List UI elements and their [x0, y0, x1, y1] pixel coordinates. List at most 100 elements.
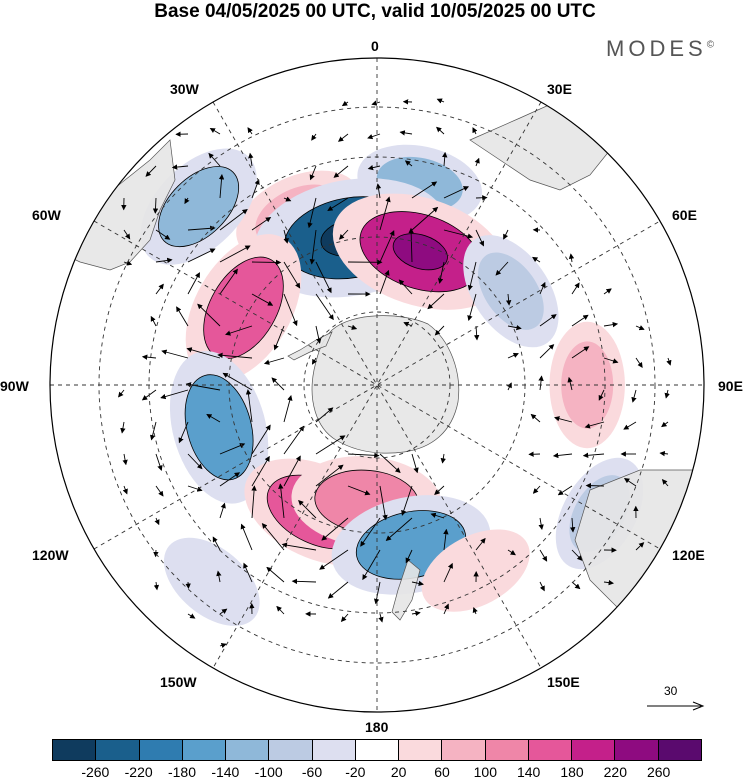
- wind-vector-150: [251, 455, 270, 487]
- lon-label-150e: 150E: [547, 674, 580, 690]
- colorbar-segment-2: [139, 740, 183, 760]
- wind-vector-155: [401, 485, 413, 516]
- wind-vector-147: [155, 485, 164, 497]
- lon-label-60w: 60W: [32, 207, 61, 223]
- colorbar-tick-labels: -260 -220 -180 -140 -100 -60 -20 20 60 100 140 180 2…: [0, 764, 750, 783]
- wind-vector-10: [399, 130, 413, 136]
- wind-vector-47: [503, 229, 509, 240]
- wind-vector-153: [347, 485, 371, 496]
- wind-vector-131: [155, 453, 163, 471]
- wind-vector-130: [122, 453, 128, 466]
- wind-vector-88: [473, 325, 480, 341]
- wind-vector-59: [437, 261, 445, 284]
- wind-vector-118: [120, 421, 126, 434]
- colorbar-tick: 260: [646, 764, 671, 780]
- wind-vector-20: [404, 160, 413, 167]
- colorbar-tick: 20: [390, 764, 407, 780]
- lon-label-90e: 90E: [718, 378, 743, 394]
- wind-vector-62: [532, 256, 541, 263]
- wind-vector-61: [495, 261, 509, 276]
- wind-vector-109: [185, 382, 221, 391]
- wind-vector-127: [584, 421, 605, 429]
- lon-label-90w: 90W: [0, 378, 29, 394]
- wind-vector-51: [187, 248, 216, 263]
- wind-vector-74: [467, 293, 477, 321]
- wind-vector-177: [261, 523, 285, 551]
- reference-vector-arrow: [647, 701, 705, 711]
- colorbar-tick: 180: [560, 764, 584, 780]
- wind-vector-146: [122, 485, 128, 495]
- wind-vector-85: [347, 324, 358, 330]
- lon-label-180: 180: [365, 719, 389, 735]
- wind-vector-72: [398, 279, 413, 295]
- wind-vector-211: [443, 603, 449, 615]
- wind-vector-11: [436, 126, 445, 135]
- wind-vector-42: [338, 229, 349, 240]
- wind-vector-7: [311, 133, 317, 141]
- colorbar-segment-14: [658, 740, 701, 760]
- wind-vector-152: [315, 464, 344, 487]
- wind-vector-158: [557, 485, 573, 496]
- wind-vector-163: [219, 502, 226, 519]
- wind-vector-167: [321, 517, 349, 541]
- colorbar-segment-11: [528, 740, 573, 760]
- wind-vector-25: [184, 197, 190, 205]
- wind-vector-145: [659, 450, 669, 457]
- wind-vector-32: [411, 181, 438, 199]
- wind-vector-27: [251, 179, 260, 199]
- colorbar-tick: -260: [81, 764, 110, 780]
- wind-vector-132: [187, 453, 203, 470]
- colorbar-tick: -220: [124, 764, 153, 780]
- colorbar-segment-5: [269, 740, 313, 760]
- colorbar-segment-6: [312, 740, 356, 760]
- wind-vector-210: [411, 610, 421, 617]
- wind-vector-206: [276, 605, 285, 615]
- wind-vector-197: [411, 580, 424, 587]
- wind-vector-9: [367, 133, 381, 140]
- lon-label-0: 0: [371, 38, 379, 54]
- wind-vector-148: [187, 485, 203, 492]
- colorbar-segment-9: [442, 740, 486, 760]
- wind-vector-53: [251, 259, 282, 266]
- wind-vector-30: [327, 197, 349, 211]
- wind-vector-128: [623, 421, 637, 430]
- wind-vector-186: [571, 549, 583, 561]
- wind-vector-124: [315, 407, 334, 423]
- wind-vector-31: [375, 183, 382, 199]
- wind-vector-113: [538, 375, 544, 391]
- wind-vector-89: [507, 324, 522, 331]
- wind-vector-73: [427, 293, 445, 310]
- wind-vector-189: [153, 581, 160, 591]
- wind-vector-49: [123, 260, 133, 266]
- wind-vector-133: [219, 443, 246, 455]
- colorbar-tick: 100: [473, 764, 498, 780]
- wind-vector-17: [309, 165, 317, 181]
- wind-vector-57: [379, 230, 395, 263]
- colorbar-segment-7: [355, 740, 400, 760]
- wind-vector-87: [434, 325, 445, 336]
- wind-vector-95: [161, 349, 189, 359]
- wind-vector-106: [118, 389, 125, 398]
- wind-vector-121: [206, 413, 221, 423]
- wind-vector-166: [298, 499, 317, 519]
- wind-vector-21: [442, 151, 448, 167]
- wind-vector-126: [554, 416, 573, 423]
- wind-vector-1: [371, 100, 381, 106]
- wind-vector-140: [440, 453, 446, 464]
- wind-vector-139: [411, 453, 419, 474]
- wind-vector-122: [245, 389, 253, 423]
- wind-vector-204: [219, 608, 228, 615]
- anomaly-center-8: [169, 351, 269, 504]
- wind-vector-12: [472, 127, 478, 135]
- wind-vector-39: [251, 216, 272, 231]
- wind-vector-71: [379, 269, 390, 295]
- wind-vector-33: [443, 186, 470, 199]
- wind-vector-212: [472, 607, 478, 615]
- wind-vector-108: [160, 389, 189, 400]
- wind-vector-15: [208, 152, 221, 167]
- wind-vectors: [118, 98, 672, 649]
- wind-vector-29: [307, 197, 317, 229]
- wind-vector-193: [266, 566, 285, 583]
- wind-vector-45: [443, 229, 474, 239]
- wind-vector-172: [569, 517, 576, 533]
